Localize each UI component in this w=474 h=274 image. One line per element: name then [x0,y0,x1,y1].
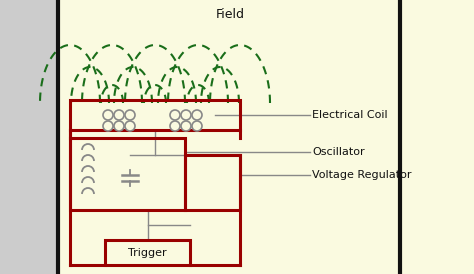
Text: Oscillator: Oscillator [312,147,365,157]
Text: Trigger: Trigger [128,247,167,258]
Circle shape [125,110,135,120]
Circle shape [114,110,124,120]
Circle shape [103,110,113,120]
Circle shape [125,121,135,131]
Circle shape [114,121,124,131]
Circle shape [170,110,180,120]
Bar [70,100,240,130]
Circle shape [181,110,191,120]
Bar [70,138,185,210]
Circle shape [192,110,202,120]
Bar [0,0,58,274]
Bar [58,0,474,274]
Text: Field: Field [216,8,245,21]
Bar [105,240,190,265]
Bar [185,155,240,210]
Circle shape [170,121,180,131]
Text: Voltage Regulator: Voltage Regulator [312,170,411,180]
Circle shape [192,121,202,131]
Circle shape [181,121,191,131]
Text: Electrical Coil: Electrical Coil [312,110,388,120]
Circle shape [103,121,113,131]
